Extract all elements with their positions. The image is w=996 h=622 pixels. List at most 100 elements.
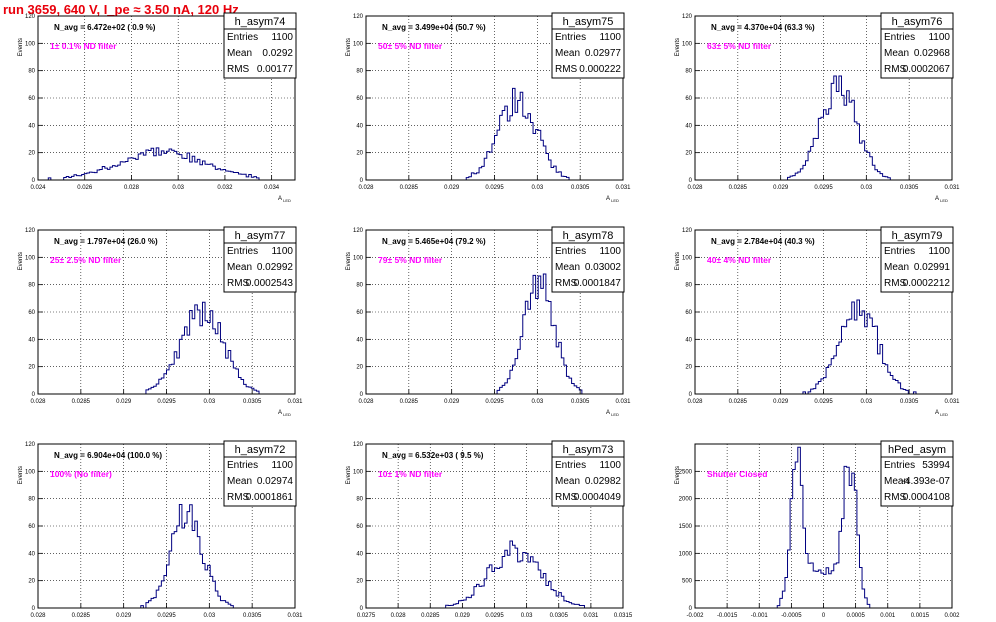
stats-label: Entries	[555, 246, 586, 257]
x-tick-label: 0.029	[116, 399, 132, 405]
y-tick-label: 40	[356, 123, 363, 129]
stats-value: 1100	[271, 246, 293, 257]
filter-annotation: 63± 5% ND filter	[707, 41, 772, 51]
histogram-panel-h_asym78: 0.028 0.0285 0.029 0.0295 0.03 0.0305 0.031 0 20…	[346, 226, 631, 417]
stats-box	[880, 12, 954, 79]
stats-value: 0.0002212	[903, 278, 951, 289]
y-tick-label: 120	[25, 228, 36, 234]
navg-label: N_avg = 1.797e+04 (26.0 %)	[54, 237, 158, 246]
y-axis-label: Events	[675, 466, 681, 484]
y-tick-label: 0	[360, 606, 364, 612]
navg-label: N_avg = 6.904e+04 (100.0 %)	[54, 451, 162, 460]
navg-label: N_avg = 4.370e+04 (63.3 %)	[711, 23, 815, 32]
navg-label: N_avg = 2.784e+04 (40.3 %)	[711, 237, 815, 246]
x-tick-label: 0.03	[860, 399, 872, 405]
y-tick-label: 120	[682, 14, 693, 20]
y-tick-label: 60	[685, 96, 692, 102]
stats-box	[551, 440, 625, 507]
stats-value: 1100	[928, 32, 950, 43]
x-axis-label: A LED	[606, 196, 619, 203]
x-tick-label: 0.031	[287, 613, 303, 619]
stats-label: Mean	[555, 262, 580, 273]
y-tick-label: 100	[353, 469, 364, 475]
x-tick-label: 0.0295	[485, 613, 504, 619]
stats-value: 0.02974	[257, 476, 294, 487]
stats-label: RMS	[884, 64, 907, 75]
y-axis-label: Events	[675, 252, 681, 270]
stats-value: -4.393e-07	[902, 476, 951, 487]
stats-label: Entries	[884, 246, 915, 257]
stats-label: RMS	[555, 492, 578, 503]
x-tick-label: 0.001	[880, 613, 896, 619]
x-tick-label: 0.026	[77, 185, 93, 191]
x-tick-label: 0.028	[30, 399, 46, 405]
stats-title: h_asym77	[235, 230, 286, 242]
stats-box	[223, 226, 297, 293]
stats-value: 1100	[599, 32, 621, 43]
x-tick-label: 0.029	[773, 399, 789, 405]
x-tick-label: 0.0275	[357, 613, 376, 619]
y-tick-label: 20	[28, 579, 35, 585]
y-axis-label: Events	[18, 466, 24, 484]
x-tick-label: 0.03	[203, 613, 215, 619]
y-tick-label: 0	[360, 392, 364, 398]
stats-box	[551, 226, 625, 293]
stats-title: h_asym72	[235, 444, 286, 456]
histogram-panel-h_asym73: 0.0275 0.028 0.0285 0.029 0.0295 0.03 0.0305 0.…	[346, 440, 633, 619]
filter-annotation: 25± 2.5% ND filter	[50, 255, 122, 265]
y-tick-label: 20	[28, 365, 35, 371]
stats-value: 1100	[271, 32, 293, 43]
stats-value: 0.0001847	[574, 278, 622, 289]
x-tick-label: 0.031	[615, 399, 631, 405]
filter-annotation: 40± 4% ND filter	[707, 255, 772, 265]
x-axis-label: A LED	[278, 410, 291, 417]
navg-label: N_avg = 5.465e+04 (79.2 %)	[382, 237, 486, 246]
navg-label: N_avg = 3.499e+04 (50.7 %)	[382, 23, 486, 32]
x-axis-label-subscript: LED	[939, 198, 948, 203]
x-tick-label: 0.0295	[814, 399, 833, 405]
x-axis-label-subscript: LED	[282, 412, 291, 417]
x-tick-label: 0.031	[944, 399, 960, 405]
x-axis-label-subscript: LED	[610, 198, 619, 203]
y-tick-label: 100	[682, 255, 693, 261]
x-tick-label: 0.031	[287, 399, 303, 405]
stats-value: 0.0292	[262, 48, 293, 59]
filter-annotation: 79± 5% ND filter	[378, 255, 443, 265]
x-tick-label: 0.029	[773, 185, 789, 191]
x-axis-label-subscript: LED	[282, 198, 291, 203]
stats-label: Mean	[227, 476, 252, 487]
y-tick-label: 80	[356, 497, 363, 503]
stats-box	[880, 226, 954, 293]
y-tick-label: 40	[356, 551, 363, 557]
x-tick-label: 0.0305	[900, 399, 919, 405]
y-tick-label: 80	[28, 283, 35, 289]
y-axis-label: Events	[18, 252, 24, 270]
y-tick-label: 0	[32, 606, 36, 612]
filter-annotation: 100% (No filter)	[50, 469, 112, 479]
stats-label: Mean	[555, 48, 580, 59]
x-tick-label: -0.002	[686, 613, 704, 619]
x-tick-label: 0.028	[391, 613, 407, 619]
y-tick-label: 80	[28, 497, 35, 503]
x-axis-label: A LED	[935, 196, 948, 203]
y-axis-label: Events	[18, 38, 24, 56]
stats-title: h_asym75	[563, 16, 614, 28]
y-tick-label: 100	[25, 41, 36, 47]
y-tick-label: 2000	[679, 497, 693, 503]
stats-value: 1100	[599, 460, 621, 471]
x-axis-label-subscript: LED	[939, 412, 948, 417]
x-tick-label: 0.034	[264, 185, 280, 191]
stats-label: Entries	[227, 246, 258, 257]
x-tick-label: 0.028	[30, 613, 46, 619]
stats-box	[223, 12, 297, 79]
y-tick-label: 60	[356, 524, 363, 530]
x-tick-label: 0.0285	[72, 613, 91, 619]
x-tick-label: 0.031	[583, 613, 599, 619]
stats-value: 0.00177	[257, 64, 294, 75]
y-tick-label: 60	[28, 96, 35, 102]
y-axis-label: Events	[675, 38, 681, 56]
y-tick-label: 20	[685, 151, 692, 157]
histogram-panel-h_asym72: 0.028 0.0285 0.029 0.0295 0.03 0.0305 0.031 0 20…	[18, 440, 303, 619]
y-tick-label: 60	[28, 310, 35, 316]
stats-label: RMS	[555, 278, 578, 289]
